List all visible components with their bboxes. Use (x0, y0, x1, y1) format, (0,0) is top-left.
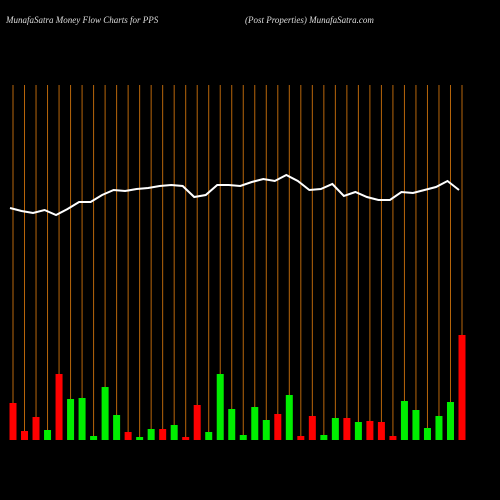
bar (67, 399, 75, 440)
bar (308, 416, 316, 440)
bar (205, 432, 213, 440)
bar (274, 414, 282, 440)
bar (366, 421, 374, 440)
bar (9, 403, 17, 440)
bar (113, 415, 121, 440)
bar (320, 435, 328, 440)
bar (101, 387, 109, 440)
chart-subtitle: (Post Properties) MunafaSatra.com (245, 15, 374, 25)
bar (90, 436, 98, 440)
bar (251, 407, 259, 440)
bar (239, 435, 247, 440)
price-line (9, 173, 460, 217)
bar (446, 402, 454, 440)
bar (44, 430, 52, 440)
bar (55, 374, 63, 440)
bar (458, 335, 466, 440)
bar (400, 401, 408, 440)
bar (343, 418, 351, 440)
bar (193, 405, 201, 440)
bar (423, 428, 431, 440)
bar (124, 432, 132, 440)
bar (285, 395, 293, 440)
bar (377, 422, 385, 440)
bar (354, 422, 362, 440)
bar (136, 437, 144, 440)
bar (170, 425, 178, 440)
bar (182, 437, 190, 440)
bar (389, 436, 397, 440)
bar (78, 398, 86, 440)
bar (147, 429, 155, 440)
bar (159, 429, 167, 440)
bar (297, 436, 305, 440)
bar (216, 374, 224, 440)
chart-title: MunafaSatra Money Flow Charts for PPS (5, 15, 159, 25)
bar (412, 410, 420, 440)
bar (32, 417, 40, 440)
bar (331, 418, 339, 440)
bar (435, 416, 443, 440)
bar (21, 431, 29, 440)
bar (228, 409, 236, 440)
bar (262, 420, 270, 440)
